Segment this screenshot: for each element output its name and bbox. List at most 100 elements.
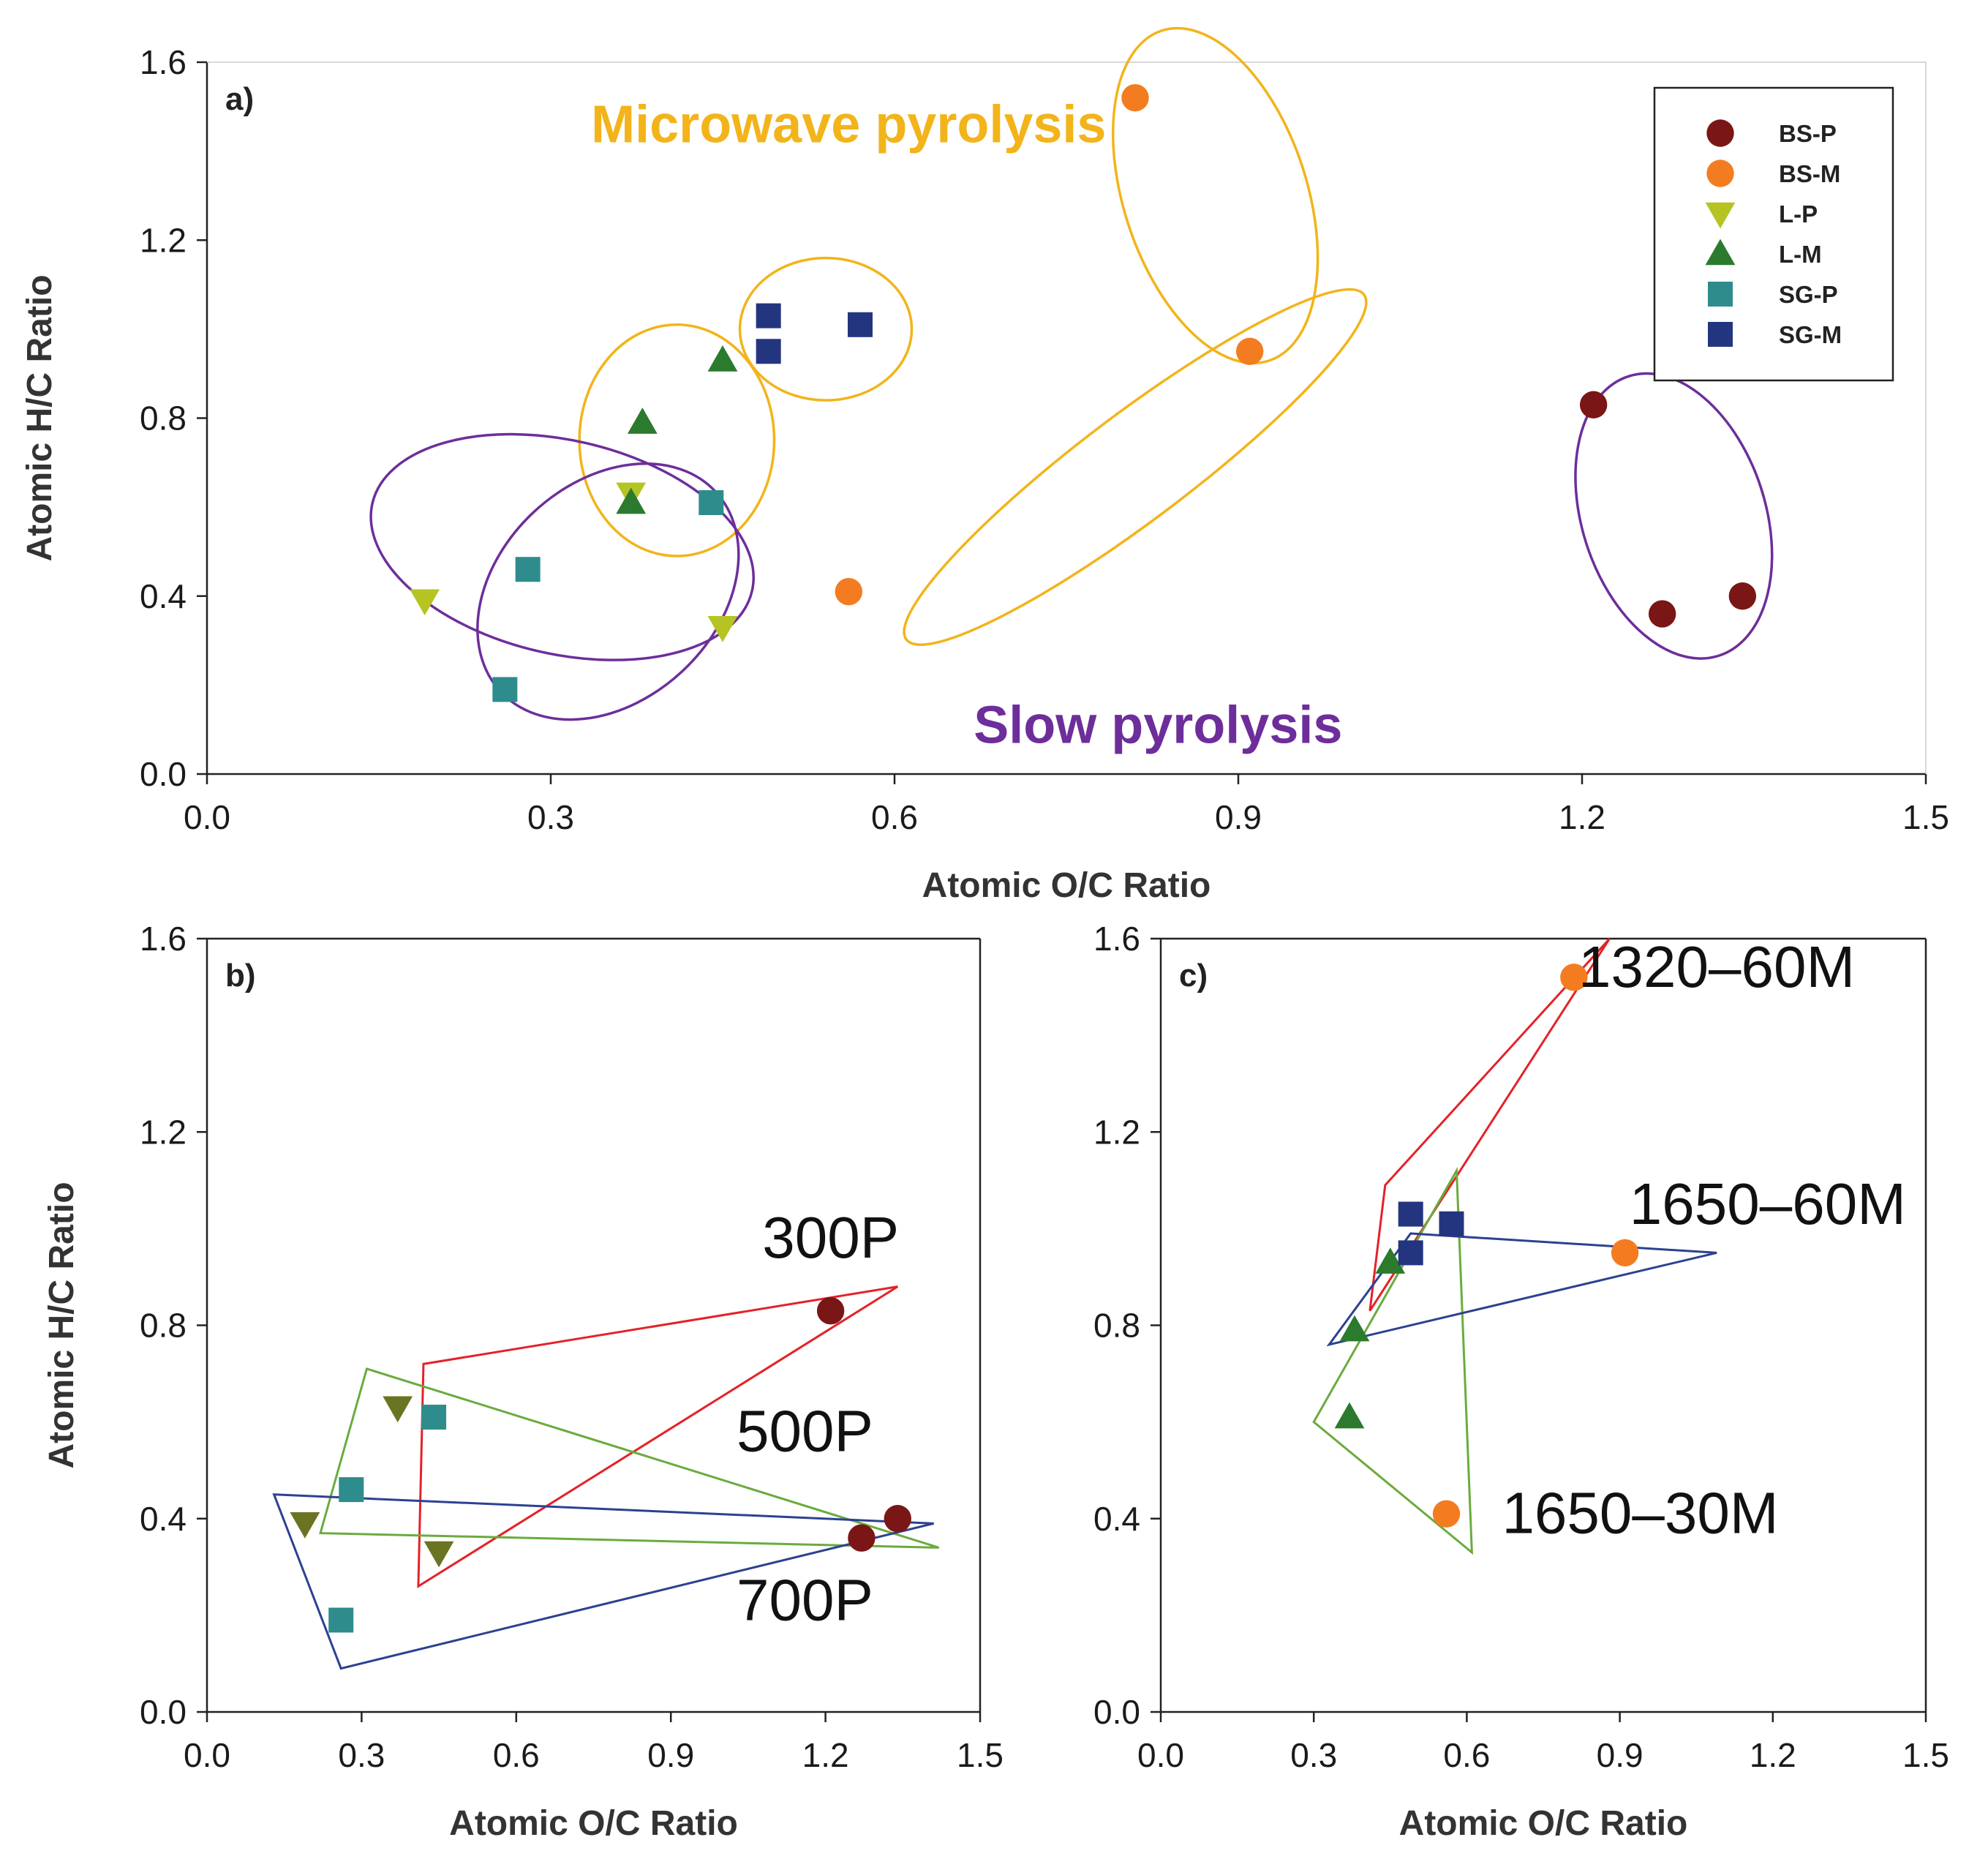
x-tick-label: 0.9 [647, 1736, 694, 1774]
legend-marker-l-p [1705, 202, 1736, 229]
x-tick-label: 0.6 [871, 798, 918, 836]
microwave-ellipse [578, 323, 776, 557]
y-tick-label: 0.4 [1093, 1500, 1140, 1538]
sg-p-point [328, 1607, 354, 1633]
blue-triangle-outline [272, 1493, 934, 1670]
y-axis-label: Atomic H/C Ratio [20, 274, 59, 561]
panel-c: 0.0 0.3 0.6 0.9 1.2 1.5 0.0 0.4 0.8 1.2 1.6 Atomic … [1093, 920, 1949, 1843]
x-tick-label: 0.9 [1597, 1736, 1644, 1774]
sg-m-point [848, 312, 873, 337]
bs-p-point [848, 1524, 876, 1552]
y-tick-label: 1.6 [1093, 920, 1140, 958]
sg-m-point [756, 303, 781, 328]
slow-pyrolysis-label: Slow pyrolysis [974, 696, 1342, 754]
sg-p-point [515, 557, 541, 582]
bs-p-point [1728, 582, 1757, 610]
legend-label: SG-P [1779, 281, 1838, 308]
l-p-point [383, 1396, 413, 1423]
y-tick-label: 1.2 [140, 221, 187, 259]
x-tick-label: 0.9 [1215, 798, 1262, 836]
y-tick-label: 0.8 [140, 1307, 187, 1345]
l-m-point [616, 487, 647, 514]
legend-label: BS-P [1779, 120, 1837, 147]
sg-m-point [1398, 1201, 1423, 1227]
bs-p-point [1579, 391, 1608, 418]
l-m-point [707, 345, 738, 372]
x-axis-label: Atomic O/C Ratio [922, 866, 1211, 905]
bs-m-point [1432, 1500, 1461, 1528]
y-tick-label: 1.2 [1093, 1113, 1140, 1151]
y-tick-label: 0.8 [140, 399, 187, 437]
group-label: 700P [737, 1567, 873, 1632]
sg-m-point [756, 339, 781, 364]
y-axis-label: Atomic H/C Ratio [42, 1182, 81, 1468]
x-tick-label: 0.0 [1137, 1736, 1184, 1774]
bs-m-point [1560, 964, 1588, 991]
x-axis-label: Atomic O/C Ratio [1399, 1804, 1688, 1843]
bs-p-point [816, 1296, 845, 1325]
x-tick-label: 1.5 [1902, 1736, 1949, 1774]
blue-triangle-outline [1326, 1232, 1717, 1347]
y-tick-label: 0.0 [140, 1693, 187, 1731]
panel-b: 0.0 0.3 0.6 0.9 1.2 1.5 0.0 0.4 0.8 1.2 1.6 Atomic … [42, 920, 1004, 1843]
legend-label: BS-M [1779, 160, 1840, 187]
slow-ellipse [1574, 372, 1774, 660]
legend-label: SG-M [1779, 321, 1842, 348]
y-tick-label: 1.2 [140, 1113, 187, 1151]
green-triangle-outline [319, 1367, 940, 1549]
group-label: 1650–60M [1630, 1171, 1906, 1236]
sg-m-point [1398, 1240, 1423, 1266]
slow-ellipse [476, 462, 740, 721]
x-tick-label: 1.5 [957, 1736, 1004, 1774]
legend-marker-bs-p [1706, 119, 1734, 147]
x-tick-label: 1.2 [1750, 1736, 1796, 1774]
y-tick-label: 1.6 [140, 920, 187, 958]
sg-p-point [492, 677, 518, 702]
y-tick-label: 0.0 [140, 755, 187, 793]
sg-m-point [1439, 1211, 1464, 1236]
group-label: 500P [737, 1398, 873, 1463]
l-p-point [423, 1541, 454, 1568]
bs-m-point [1235, 337, 1264, 365]
group-label: 300P [762, 1205, 899, 1270]
bs-p-point [1648, 600, 1676, 628]
legend-label: L-P [1779, 200, 1818, 228]
y-tick-label: 0.8 [1093, 1307, 1140, 1345]
group-label: 1320–60M [1578, 934, 1855, 999]
l-m-point [627, 408, 658, 434]
panel-letter: c) [1179, 958, 1208, 994]
bs-m-point [835, 577, 863, 606]
y-tick-label: 0.4 [140, 577, 187, 615]
l-p-point [707, 616, 738, 642]
x-tick-label: 1.2 [1559, 798, 1605, 836]
legend-marker-bs-m [1706, 159, 1734, 187]
x-tick-label: 0.0 [184, 798, 230, 836]
l-p-point [410, 589, 440, 616]
x-tick-label: 1.2 [802, 1736, 849, 1774]
l-m-point [1375, 1247, 1406, 1274]
panel-letter: a) [225, 81, 254, 117]
bs-m-point [1121, 83, 1149, 112]
sg-p-point [699, 490, 724, 516]
panel-letter: b) [225, 958, 256, 994]
microwave-ellipse [1111, 26, 1319, 365]
microwave-ellipse [738, 256, 914, 402]
slow-ellipse [369, 432, 755, 661]
sg-p-point [421, 1405, 447, 1430]
l-m-point [1334, 1402, 1365, 1429]
group-label: 1650–30M [1502, 1481, 1778, 1546]
x-tick-label: 0.6 [1443, 1736, 1490, 1774]
x-axis-label: Atomic O/C Ratio [449, 1804, 738, 1843]
x-tick-label: 0.3 [527, 798, 574, 836]
y-tick-label: 0.4 [140, 1500, 187, 1538]
y-tick-label: 1.6 [140, 43, 187, 81]
bs-p-point [884, 1505, 911, 1533]
bs-m-point [1611, 1239, 1639, 1267]
legend-label: L-M [1779, 241, 1822, 268]
panel-a: 0.0 0.3 0.6 0.9 1.2 1.5 0.0 0.4 0.8 1.2 1.6 Atomic … [20, 26, 1949, 905]
x-tick-label: 0.3 [338, 1736, 385, 1774]
x-tick-label: 1.5 [1902, 798, 1949, 836]
microwave-pyrolysis-label: Microwave pyrolysis [591, 95, 1106, 154]
legend-marker-sg-m [1708, 322, 1733, 347]
